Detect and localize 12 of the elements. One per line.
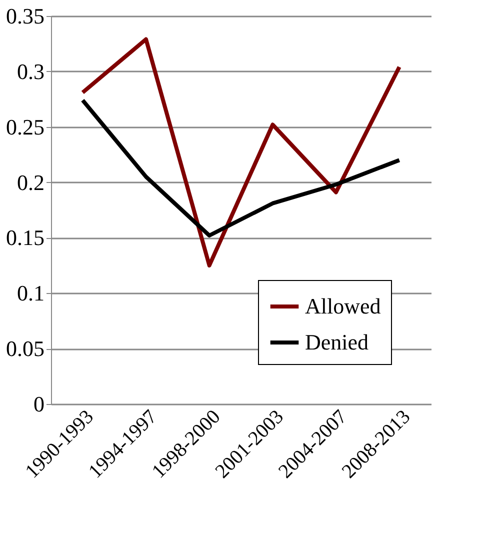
y-tick-label: 0.35 [6, 4, 44, 28]
y-tick-label: 0 [34, 392, 44, 416]
y-tick-label: 0.1 [17, 280, 44, 306]
y-tick-label: 0.2 [17, 170, 44, 195]
y-tick-label: 0.15 [6, 225, 44, 250]
line-series [80, 37, 402, 268]
y-tick-label: 0.3 [17, 58, 44, 84]
y-tick-label: 0.05 [6, 336, 44, 362]
legend-label: Allowed [305, 294, 381, 318]
y-tick-label: 0.25 [6, 114, 44, 140]
legend-label: Denied [305, 330, 369, 354]
line-series [80, 98, 402, 238]
